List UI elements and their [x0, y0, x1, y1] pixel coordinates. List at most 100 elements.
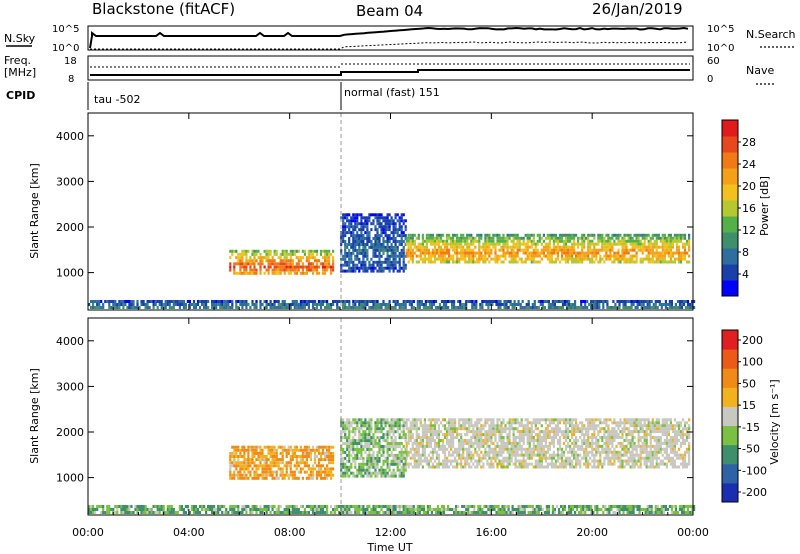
- power-echo-cell: [392, 245, 395, 249]
- velocity-echo-cell: [635, 447, 638, 451]
- velocity-echo-cell: [360, 450, 363, 454]
- velocity-echo-cell: [524, 465, 527, 469]
- velocity-echo-cell: [476, 462, 479, 466]
- power-echo-cell: [251, 300, 254, 303]
- power-echo-cell: [394, 306, 397, 309]
- velocity-echo-cell: [575, 421, 578, 425]
- velocity-echo-cell: [482, 424, 485, 428]
- power-echo-cell: [453, 303, 456, 306]
- power-echo-cell: [354, 257, 357, 261]
- power-echo-cell: [510, 239, 513, 243]
- power-echo-cell: [655, 236, 658, 240]
- power-echo-cell: [305, 303, 308, 306]
- velocity-echo-cell: [526, 447, 529, 451]
- velocity-echo-cell: [319, 467, 323, 471]
- power-echo-cell: [496, 236, 499, 240]
- power-echo-cell: [524, 260, 527, 264]
- velocity-echo-cell: [595, 447, 598, 451]
- power-echo-cell: [309, 262, 312, 266]
- power-echo-cell: [544, 254, 547, 258]
- power-colorbar-swatch: [722, 232, 738, 249]
- power-echo-cell: [468, 245, 471, 249]
- velocity-echo-cell: [496, 421, 499, 425]
- velocity-echo-cell: [534, 421, 537, 425]
- velocity-echo-cell: [641, 450, 644, 454]
- power-echo-cell: [603, 248, 606, 252]
- velocity-echo-cell: [342, 430, 345, 434]
- velocity-echo-cell: [346, 465, 349, 469]
- velocity-echo-cell: [504, 444, 507, 448]
- power-echo-cell: [516, 254, 519, 258]
- velocity-echo-cell: [265, 473, 268, 477]
- velocity-echo-cell: [330, 461, 333, 465]
- velocity-echo-cell: [413, 418, 416, 422]
- power-echo-cell: [253, 303, 256, 306]
- power-echo-cell: [257, 256, 260, 260]
- velocity-echo-cell: [446, 441, 449, 445]
- power-echo-cell: [438, 306, 442, 309]
- velocity-echo-cell: [255, 445, 258, 449]
- power-echo-cell: [402, 306, 405, 309]
- velocity-echo-cell: [229, 458, 232, 462]
- power-echo-cell: [498, 239, 501, 243]
- power-echo-cell: [378, 222, 381, 226]
- power-echo-cell: [532, 254, 535, 258]
- power-echo-cell: [567, 254, 570, 258]
- velocity-echo-cell: [356, 439, 359, 443]
- power-echo-cell: [392, 248, 395, 252]
- velocity-echo-cell: [362, 462, 365, 466]
- velocity-echo-cell: [595, 465, 598, 469]
- velocity-echo-cell: [413, 441, 416, 445]
- power-echo-cell: [309, 265, 312, 269]
- power-echo-cell: [587, 245, 590, 249]
- power-echo-cell: [287, 268, 290, 272]
- power-echo-cell: [617, 251, 620, 255]
- power-echo-cell: [388, 237, 391, 240]
- velocity-echo-cell: [589, 456, 592, 460]
- power-echo-cell: [271, 259, 274, 263]
- velocity-echo-cell: [460, 456, 463, 460]
- power-echo-cell: [423, 239, 426, 243]
- velocity-echo-cell: [229, 473, 232, 477]
- power-echo-cell: [561, 303, 565, 306]
- power-echo-cell: [396, 245, 399, 249]
- velocity-echo-cell: [370, 474, 373, 478]
- power-echo-cell: [460, 242, 463, 246]
- velocity-echo-cell: [368, 459, 371, 463]
- velocity-echo-cell: [494, 430, 497, 434]
- velocity-echo-cell: [362, 430, 365, 434]
- power-echo-cell: [102, 303, 105, 306]
- power-echo-cell: [271, 303, 274, 306]
- velocity-echo-cell: [488, 433, 491, 437]
- velocity-echo-cell: [520, 433, 523, 437]
- power-echo-cell: [390, 251, 393, 255]
- power-echo-cell: [364, 248, 367, 252]
- power-echo-cell: [680, 300, 684, 303]
- velocity-echo-cell: [431, 447, 434, 451]
- power-echo-cell: [166, 303, 169, 306]
- velocity-echo-cell: [609, 456, 612, 460]
- velocity-echo-cell: [520, 453, 523, 457]
- velocity-echo-cell: [540, 459, 543, 463]
- velocity-echo-cell: [239, 464, 242, 468]
- velocity-echo-cell: [429, 427, 432, 431]
- velocity-echo-cell: [297, 470, 300, 474]
- power-echo-cell: [104, 300, 107, 303]
- nsky-tick-top: 10^5: [52, 24, 79, 35]
- power-echo-cell: [660, 306, 663, 309]
- velocity-echo-cell: [407, 439, 410, 442]
- velocity-echo-cell: [498, 418, 501, 422]
- velocity-echo-cell: [319, 476, 323, 480]
- power-echo-cell: [526, 254, 529, 258]
- velocity-echo-cell: [605, 441, 608, 445]
- velocity-echo-cell: [326, 451, 329, 455]
- velocity-echo-cell: [607, 447, 610, 451]
- power-echo-cell: [340, 216, 343, 220]
- velocity-echo-cell: [544, 459, 547, 463]
- velocity-echo-cell: [526, 462, 529, 466]
- velocity-echo-cell: [263, 458, 266, 462]
- power-echo-cell: [285, 256, 288, 260]
- power-echo-cell: [412, 300, 415, 303]
- power-colorbar-swatch: [722, 216, 738, 233]
- velocity-echo-cell: [504, 447, 507, 451]
